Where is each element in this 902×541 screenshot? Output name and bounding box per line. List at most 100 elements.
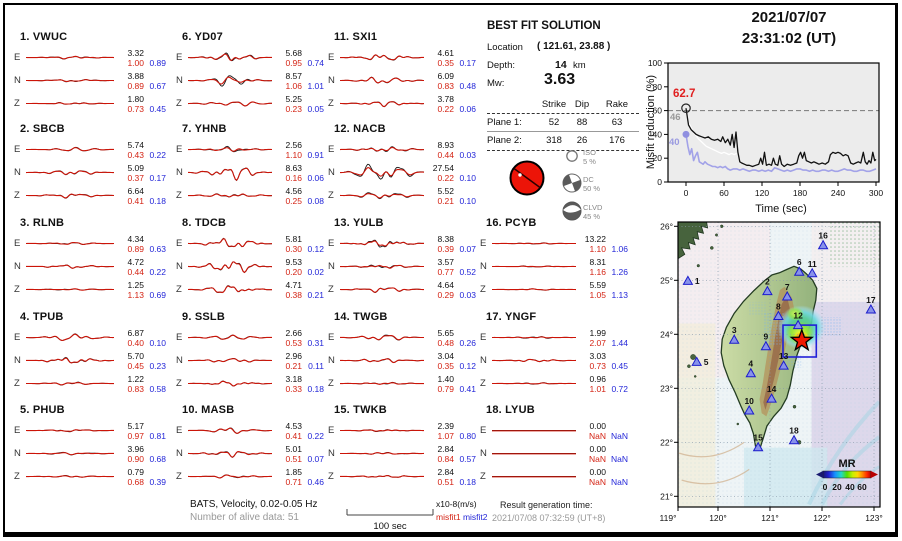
waveform-trace [339,163,425,180]
misfit2-value: 0.72 [611,384,628,394]
channel-label: E [328,52,335,63]
channel-label: N [176,448,183,459]
misfit2-value: 0.26 [459,338,476,348]
station-label: 11. SXI1 [334,31,378,43]
channel-label: Z [176,378,182,389]
station-map: 1 2 3 4 5 6 7 8 9 10 11 12 13 14 15 16 17 18 MR 0 20 40 60 21° 2… [650,214,902,536]
misfit1-value: 0.68 [127,477,144,487]
station-triangle-icon [817,239,829,250]
plane1-rake: 63 [611,117,623,128]
mw-value: 3.63 [544,71,576,88]
channel-label: N [14,261,21,272]
misfit2-value: 1.26 [611,267,628,277]
channel-row: E 13.22 1.10 1.06 [478,232,630,255]
misfit2-value: 0.22 [149,150,166,160]
trace-values: 0.00 NaN NaN [576,465,628,488]
channel-row: Z 0.79 0.68 0.39 [12,465,168,488]
waveform-trace [340,451,425,455]
mw-label: Mw: [487,78,505,89]
misfit1-value: 0.89 [127,81,144,91]
svg-text:14: 14 [767,384,777,394]
trace-values: 4.53 0.41 0.22 [272,419,324,442]
waveform-trace [339,381,425,385]
misfit2-value: 1.44 [611,338,628,348]
misfit2-value: 0.67 [149,81,166,91]
waveform-trace [187,75,273,87]
trace-values: 1.80 0.73 0.45 [114,92,166,115]
trace-values: 1.99 2.07 1.44 [576,326,628,349]
misfit1-value: NaN [588,431,606,441]
misfit1-value: 0.23 [285,104,302,114]
station-triangle-icon [806,267,818,278]
svg-text:80: 80 [653,82,663,92]
svg-text:122°: 122° [813,513,831,523]
misfit1-value: 0.51 [437,477,454,487]
peak-amplitude: 0.96 [589,374,606,384]
channel-label: N [480,448,487,459]
waveform-trace [339,54,425,61]
peak-amplitude: 2.84 [437,444,454,454]
channel-row: N 4.72 0.44 0.22 [12,255,168,278]
svg-text:24°: 24° [660,329,673,339]
peak-amplitude: 5.65 [437,328,454,338]
channel-label: N [328,448,335,459]
station-block: 7. YHNB E 2.56 1.10 0.91 N 8.63 0.16 0.06 Z 4.56 0.… [174,122,326,207]
svg-text:40: 40 [845,482,855,492]
misfit2-value: 0.10 [459,196,476,206]
peak-amplitude: 5.01 [285,444,302,454]
svg-text:Time (sec): Time (sec) [755,203,807,215]
waveform-trace [25,241,115,245]
misfit1-value: 0.73 [127,104,144,114]
waveform-trace [187,285,273,294]
station-triangle-icon [781,290,793,301]
channel-label: E [328,144,335,155]
table-divider [487,150,639,151]
channel-row: Z 1.25 1.13 0.69 [12,278,168,301]
misfit2-value: NaN [610,477,628,487]
svg-text:60: 60 [857,482,867,492]
waveform-trace [187,167,273,182]
svg-text:60: 60 [719,188,729,198]
peak-amplitude: 2.56 [285,140,302,150]
peak-amplitude: 3.04 [437,351,454,361]
plane2-rake: 176 [609,135,625,146]
peak-amplitude: 4.61 [437,48,454,58]
trace-values: 2.96 0.21 0.11 [272,349,324,372]
location-value: ( 121.61, 23.88 ) [537,41,611,52]
trace-values: 3.57 0.77 0.52 [424,255,476,278]
svg-text:120°: 120° [709,513,727,523]
peak-amplitude: 5.70 [127,351,144,361]
peak-amplitude: 1.85 [285,467,302,477]
plane1-strike: 52 [548,117,560,128]
depth-label: Depth: [487,60,515,71]
misfit2-value: 0.18 [307,384,324,394]
waveform-trace [492,430,576,432]
trace-values: 4.56 0.25 0.08 [272,184,324,207]
station-block: 4. TPUB E 6.87 0.40 0.10 N 5.70 0.45 0.23 Z 1.22 0.… [12,310,168,395]
channel-label: N [176,261,183,272]
peak-amplitude: 5.59 [589,280,606,290]
channel-label: E [14,238,21,249]
svg-text:21°: 21° [660,491,673,501]
peak-amplitude: 5.17 [127,421,144,431]
waveform-trace [340,429,425,432]
peak-amplitude: 8.57 [285,71,302,81]
trace-values: 5.74 0.43 0.22 [114,138,166,161]
misfit1-value: 0.90 [127,454,144,464]
trace-values: 2.66 0.53 0.31 [272,326,324,349]
station-label: 8. TDCB [182,217,227,229]
trace-values: 4.72 0.44 0.22 [114,255,166,278]
peak-amplitude: 3.96 [127,444,144,454]
misfit2-value: 0.17 [459,58,476,68]
svg-text:12: 12 [793,311,803,321]
misfit2-value: 0.10 [149,338,166,348]
waveform-trace [25,381,115,386]
peak-amplitude: 5.52 [437,186,454,196]
channel-label: E [176,144,183,155]
peak-amplitude: 2.84 [437,467,454,477]
trace-values: 3.88 0.89 0.67 [114,69,166,92]
epicenter-star-icon [789,327,815,352]
misfit1-value: 1.10 [285,150,302,160]
station-block: 18. LYUB E 0.00 NaN NaN N 0.00 NaN NaN Z 0.00 NaN Na… [478,403,630,488]
